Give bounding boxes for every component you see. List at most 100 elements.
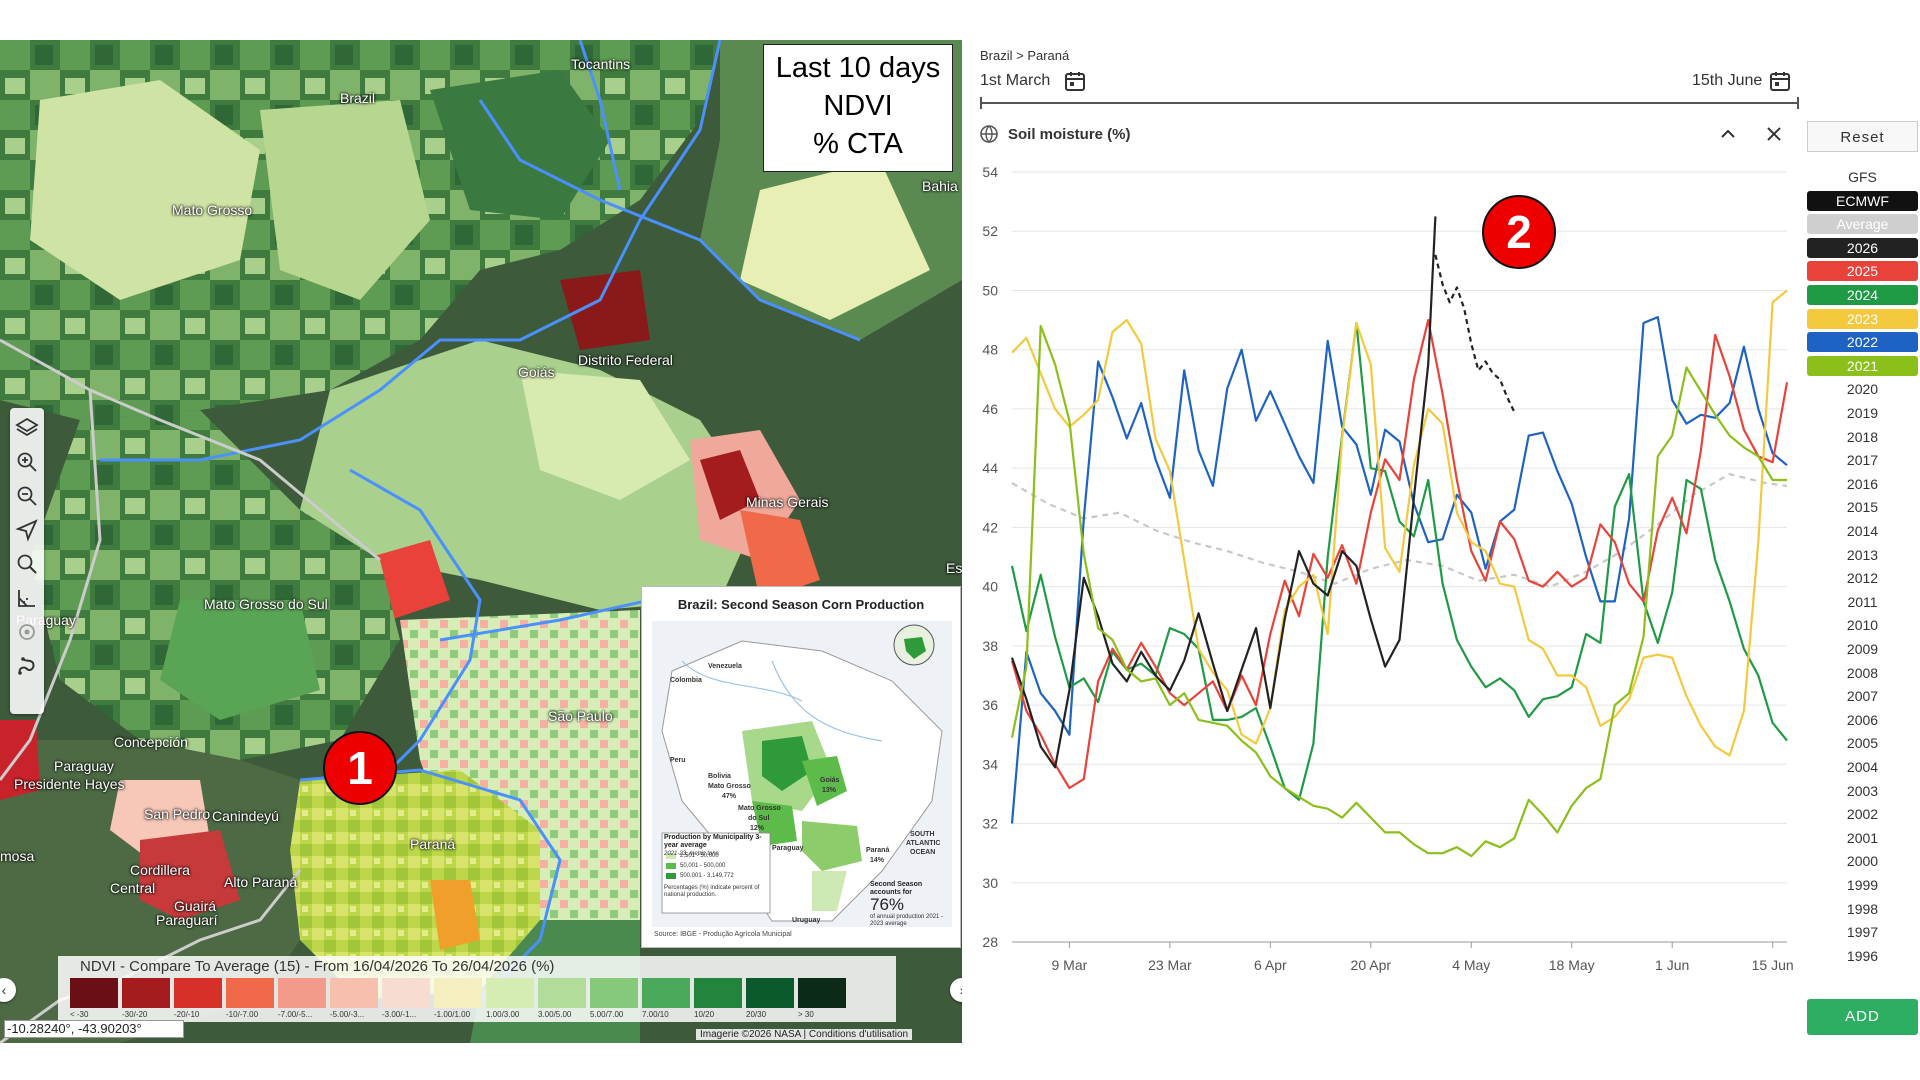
draw-icon[interactable] [15,654,39,678]
legend-swatch[interactable]: -20/-10 [174,978,222,1019]
legend-swatch[interactable]: > 30 [798,978,846,1019]
map-attribution[interactable]: Imagerie ©2026 NASA | Conditions d'utili… [696,1029,913,1040]
locate-icon[interactable] [15,518,39,542]
year-toggle-average[interactable]: Average [1807,214,1918,235]
y-tick-label: 36 [982,697,998,713]
legend-swatch[interactable]: -3.00/-1... [382,978,430,1019]
series-line-2024[interactable] [1010,321,1788,801]
zoom-out-icon[interactable] [15,484,39,508]
year-toggle-2002[interactable]: 2002 [1846,806,1879,823]
close-icon[interactable] [1764,124,1784,144]
year-toggle-2014[interactable]: 2014 [1846,523,1879,539]
series-line-2021[interactable] [1010,324,1787,858]
legend-swatch[interactable]: -10/-7.00 [226,978,274,1019]
year-toggle-2009[interactable]: 2009 [1846,641,1879,657]
chart-title: Soil moisture (%) [1008,126,1131,143]
globe-icon [980,125,998,143]
inset-source: Source: IBGE - Produção Agrícola Municip… [654,931,792,938]
year-toggle-2016[interactable]: 2016 [1846,475,1879,492]
breadcrumb[interactable]: Brazil > Paraná [980,48,1070,63]
year-toggle-2004[interactable]: 2004 [1846,759,1879,775]
year-toggle-2012[interactable]: 2012 [1846,570,1879,587]
year-toggle-2001[interactable]: 2001 [1846,829,1879,846]
legend-swatch[interactable]: -5.00/-3... [330,978,378,1019]
year-toggle-1996[interactable]: 1996 [1846,947,1879,964]
year-toggle-1997[interactable]: 1997 [1846,924,1879,941]
year-toggle-2003[interactable]: 2003 [1846,782,1879,799]
place-label: Brazil [340,90,376,106]
chevron-up-icon[interactable] [1718,124,1738,144]
year-toggle-2024[interactable]: 2024 [1807,285,1918,305]
search-icon[interactable] [15,552,39,576]
slider-handle-start[interactable] [980,97,982,109]
year-toggle-2000[interactable]: 2000 [1846,853,1879,870]
legend-next-button[interactable]: › [950,978,962,1002]
legend-swatch[interactable]: 7.00/10 [642,978,690,1019]
inset-label: Mato Grosso [708,783,751,790]
place-label: Alto Paraná [224,874,298,890]
series-line-2022[interactable] [1010,316,1788,824]
year-toggle-2007[interactable]: 2007 [1846,688,1879,705]
reset-button[interactable]: Reset [1807,121,1918,152]
year-toggle-2021[interactable]: 2021 [1807,355,1918,376]
legend-prev-button[interactable]: ‹ [0,978,16,1002]
year-toggle-2011[interactable]: 2011 [1847,593,1878,610]
place-label: Central [110,880,156,896]
slider-handle-end[interactable] [1797,97,1799,109]
legend-swatch[interactable]: 1.00/3.00 [486,978,534,1019]
year-toggle-2008[interactable]: 2008 [1846,664,1879,681]
legend-swatch[interactable]: 10/20 [694,978,742,1019]
year-toggle-2010[interactable]: 2010 [1846,617,1879,634]
year-toggle-1998[interactable]: 1998 [1846,900,1879,917]
start-date[interactable]: 1st March [980,72,1051,89]
place-label: Paraguay [54,758,114,774]
place-label: Minas Gerais [746,494,829,510]
year-toggle-2019[interactable]: 2019 [1846,405,1879,421]
model-toggle-ecmwf[interactable]: ECMWF [1807,190,1918,211]
zoom-in-icon[interactable] [15,450,39,474]
annotation-marker-1: 1 [323,731,397,805]
inset-stat-label: Second Season accounts for [870,881,923,896]
map-panel[interactable]: Tocantins Brazil Bahia Mato Grosso Goiás Dist… [0,40,962,1043]
legend-swatch-label: -3.00/-1... [382,1010,417,1019]
legend-swatch[interactable]: -30/-20 [122,978,170,1019]
start-calendar-icon[interactable] [1064,70,1086,92]
year-toggle-2005[interactable]: 2005 [1846,735,1879,752]
end-date[interactable]: 15th June [1692,72,1763,89]
chart-panel: Brazil > Paraná 1st March 15th June Soil… [962,40,1920,1043]
year-toggle-2013[interactable]: 2013 [1846,546,1879,563]
series-line-2026-forecast[interactable] [1434,254,1516,413]
model-toggle-gfs[interactable]: GFS [1848,169,1877,185]
measure-icon[interactable] [15,586,39,610]
legend-swatch[interactable]: < -30 [70,978,118,1019]
year-toggle-2020[interactable]: 2020 [1846,381,1879,398]
place-label: San Pedro [144,806,211,822]
date-range-slider[interactable] [980,102,1798,104]
soil-moisture-chart[interactable]: 28 30 32 34 36 38 40 42 44 46 48 50 52 54 9 Mar 23 Mar 6… [962,140,1807,1000]
legend-swatch[interactable]: 3.00/5.00 [538,978,586,1019]
year-toggle-2017[interactable]: 2017 [1846,452,1879,469]
series-line-2023[interactable] [1011,289,1788,757]
y-tick-label: 32 [982,816,998,832]
inset-label: 13% [822,787,837,794]
year-toggle-2018[interactable]: 2018 [1846,428,1879,445]
legend-swatch[interactable]: 20/30 [746,978,794,1019]
series-line-2025[interactable] [1010,319,1789,790]
year-toggle-2022[interactable]: 2022 [1807,332,1918,353]
year-toggle-2025[interactable]: 2025 [1807,261,1918,282]
end-calendar-icon[interactable] [1769,70,1791,92]
year-toggle-2026[interactable]: 2026 [1807,237,1918,258]
year-toggle-2006[interactable]: 2006 [1846,711,1879,728]
year-toggle-2015[interactable]: 2015 [1846,499,1879,516]
year-toggle-2023[interactable]: 2023 [1807,308,1918,329]
series-line-2026[interactable] [1010,216,1437,769]
add-button[interactable]: ADD [1807,999,1918,1035]
inset-legend-sub: 2021-23, metric tons [664,851,719,857]
layers-icon[interactable] [15,416,39,440]
inset-label: Mato Grosso [738,805,781,812]
legend-swatch[interactable]: -7.00/-5... [278,978,326,1019]
settings-icon[interactable] [15,620,39,644]
legend-swatch[interactable]: 5.00/7.00 [590,978,638,1019]
year-toggle-1999[interactable]: 1999 [1846,877,1879,893]
legend-swatch[interactable]: -1.00/1.00 [434,978,482,1019]
